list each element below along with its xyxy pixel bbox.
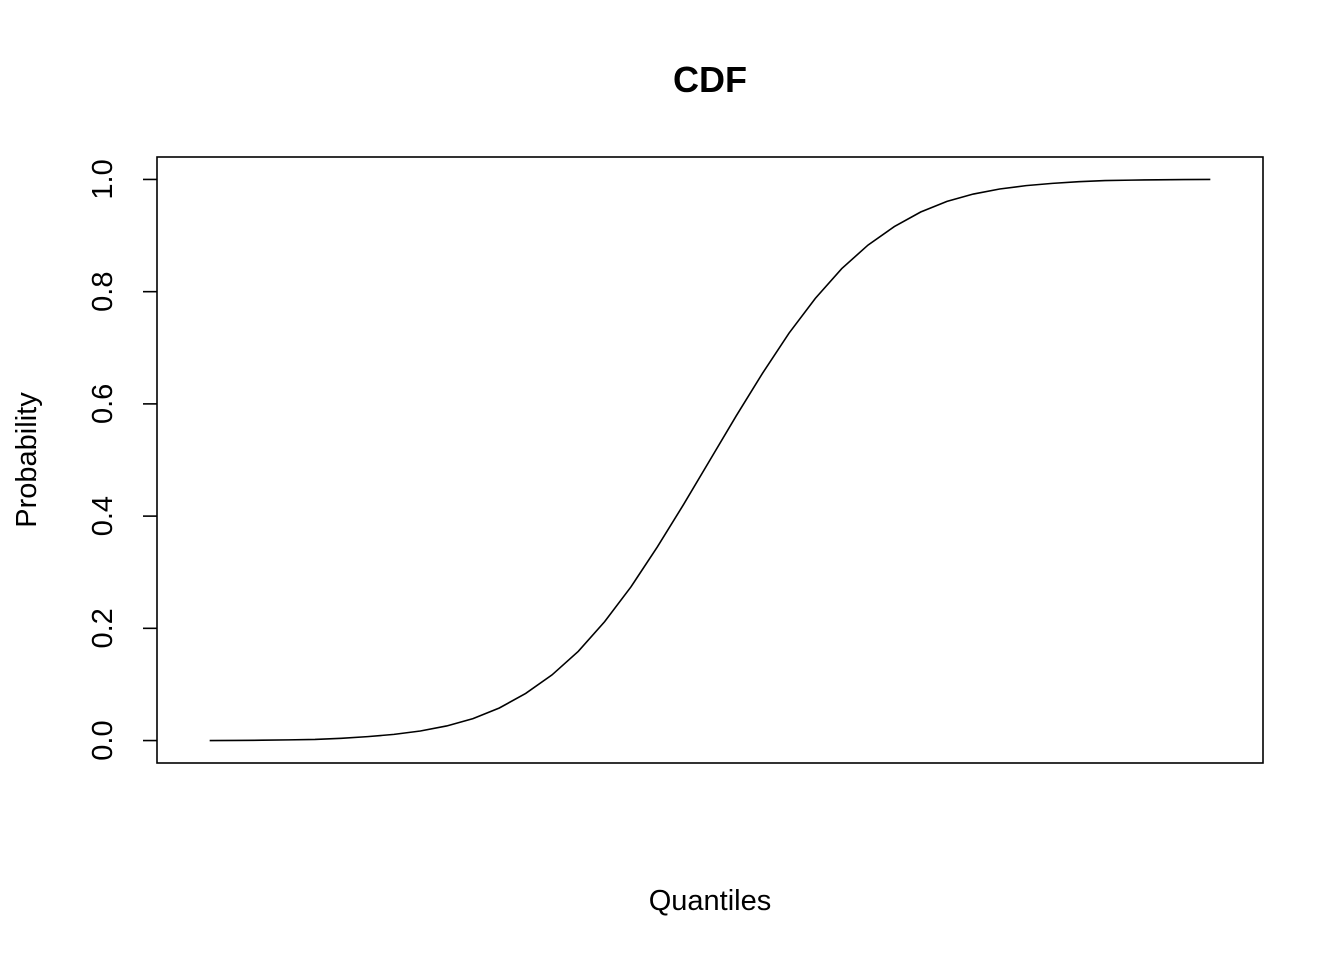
x-axis-label: Quantiles xyxy=(649,885,772,917)
y-tick-label: 0.0 xyxy=(87,720,119,760)
y-tick-label: 0.6 xyxy=(87,384,119,424)
chart-title: CDF xyxy=(673,59,747,100)
plot-frame xyxy=(156,156,1264,764)
y-tick-label: 0.2 xyxy=(87,608,119,648)
y-axis: 0.0 0.2 0.4 0.6 0.8 1.0 xyxy=(87,159,157,761)
y-tick-label: 1.0 xyxy=(87,159,119,199)
cdf-line xyxy=(209,178,1211,742)
y-tick-label: 0.8 xyxy=(87,272,119,312)
y-tick-label: 0.4 xyxy=(87,496,119,536)
y-axis-label: Probability xyxy=(11,392,43,528)
